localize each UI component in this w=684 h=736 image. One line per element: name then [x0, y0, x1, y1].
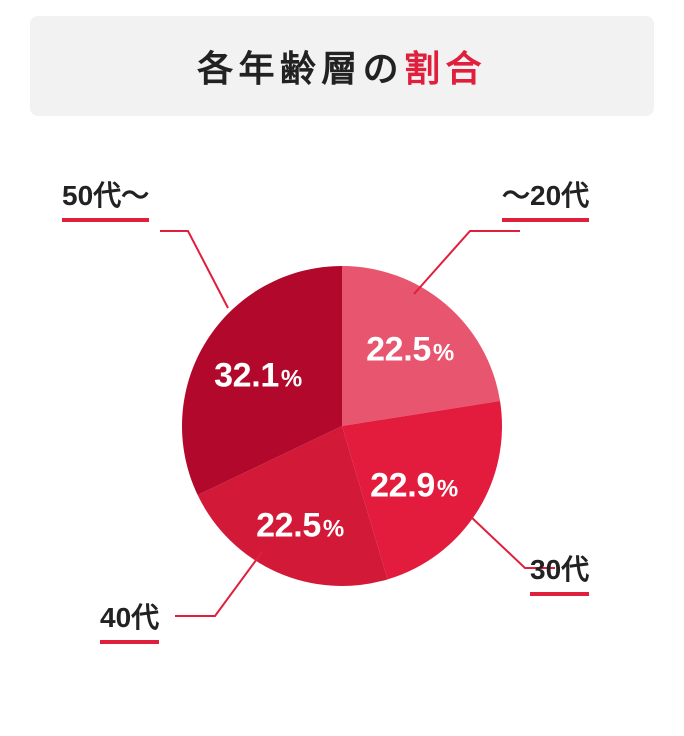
title-prefix: 各年齢層の — [197, 48, 404, 89]
slice-label-20s: ～20代 — [502, 174, 589, 222]
slice-value-50s: 32.1% — [214, 357, 302, 396]
slice-label-50s: 50代～ — [62, 174, 149, 222]
slice-value-20s: 22.5% — [366, 331, 454, 370]
slice-value-30s: 22.9% — [370, 467, 458, 506]
pie-chart: 22.5% ～20代 22.9% 30代 22.5% 40代 32.1% 50代～ — [0, 116, 684, 696]
chart-title: 各年齢層の割合 — [197, 48, 487, 89]
chart-title-box: 各年齢層の割合 — [30, 16, 654, 116]
slice-label-30s: 30代 — [530, 548, 589, 596]
slice-value-40s: 22.5% — [256, 507, 344, 546]
slice-label-40s: 40代 — [100, 596, 159, 644]
title-accent: 割合 — [404, 48, 487, 89]
